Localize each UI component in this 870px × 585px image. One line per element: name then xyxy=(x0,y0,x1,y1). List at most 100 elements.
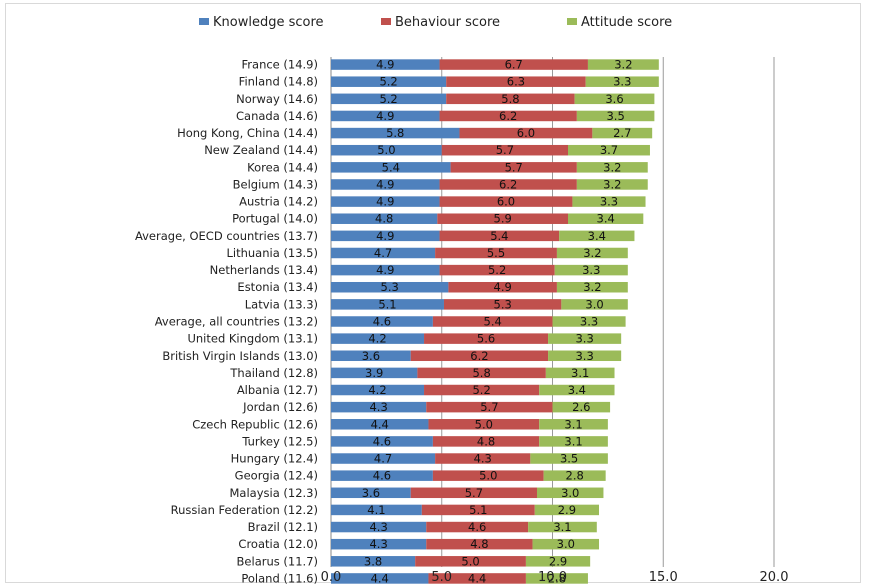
legend-swatch xyxy=(199,18,209,25)
bar-segment-behaviour xyxy=(421,504,535,516)
category-label: Malaysia (12.3) xyxy=(230,486,319,500)
data-label: 3.3 xyxy=(613,75,631,89)
bar-segment-behaviour xyxy=(439,230,560,242)
data-label: 3.0 xyxy=(585,297,603,311)
data-label: 3.3 xyxy=(580,315,598,329)
bar-segment-attitude xyxy=(530,453,608,464)
bar-segment-attitude xyxy=(528,521,597,533)
bar-segment-knowledge xyxy=(331,521,427,533)
bar-segment-knowledge xyxy=(331,504,422,516)
bar-segment-knowledge xyxy=(331,538,427,550)
legend-label: Attitude score xyxy=(581,15,672,30)
bar-segment-attitude xyxy=(574,93,655,105)
category-label: Belgium (14.3) xyxy=(233,177,318,191)
bar-segment-knowledge xyxy=(331,59,440,70)
x-tick-label: 5.0 xyxy=(431,570,452,585)
data-label: 3.3 xyxy=(575,349,593,363)
data-label: 4.3 xyxy=(369,520,387,534)
bar-segment-behaviour xyxy=(439,179,577,190)
bar-segment-knowledge xyxy=(331,350,411,362)
data-label: 5.3 xyxy=(381,280,399,294)
bar-segment-attitude xyxy=(539,436,608,447)
bar-segment-knowledge xyxy=(331,127,460,139)
bar-segment-attitude xyxy=(576,179,648,190)
bar-segment-attitude xyxy=(539,419,608,430)
data-label: 4.8 xyxy=(375,212,393,226)
data-label: 3.0 xyxy=(557,537,575,551)
category-label: Norway (14.6) xyxy=(236,92,318,106)
data-label: 4.9 xyxy=(376,109,394,123)
category-label: Estonia (13.4) xyxy=(237,280,318,294)
data-label: 3.7 xyxy=(600,143,618,157)
bar-segment-knowledge xyxy=(331,367,418,379)
data-label: 3.5 xyxy=(560,452,578,466)
bar-segment-knowledge xyxy=(331,110,440,122)
bar-segment-behaviour xyxy=(410,350,549,362)
x-tick-label: 15.0 xyxy=(649,570,678,585)
data-label: 4.3 xyxy=(474,452,492,466)
bar-segment-behaviour xyxy=(439,110,577,122)
bar-segment-attitude xyxy=(552,401,611,413)
bar-segment-knowledge xyxy=(331,333,425,344)
bar-segment-attitude xyxy=(543,470,606,481)
bar-segment-attitude xyxy=(525,556,591,567)
data-label: 5.2 xyxy=(379,75,397,89)
data-label: 4.7 xyxy=(374,452,392,466)
bar-segment-behaviour xyxy=(439,196,573,207)
data-label: 5.1 xyxy=(378,297,396,311)
bar-segment-attitude xyxy=(559,230,635,242)
bar-segment-knowledge xyxy=(331,247,436,259)
x-tick-label: 0.0 xyxy=(321,570,342,585)
bar-segment-attitude xyxy=(576,110,655,122)
bar-segment-knowledge xyxy=(331,419,429,430)
data-label: 5.0 xyxy=(479,469,497,483)
bar-segment-knowledge xyxy=(331,93,447,105)
bar-segment-attitude xyxy=(568,144,650,156)
category-label: Finland (14.8) xyxy=(239,75,318,89)
bar-segment-attitude xyxy=(545,367,615,379)
bar-segment-knowledge xyxy=(331,281,449,293)
category-label: Korea (14.4) xyxy=(247,160,318,174)
bar-segment-knowledge xyxy=(331,144,442,156)
bar-segment-knowledge xyxy=(331,487,411,499)
bar-segment-knowledge xyxy=(331,213,438,224)
bar-segment-behaviour xyxy=(435,453,531,464)
data-label: 4.7 xyxy=(374,246,392,260)
bar-segment-knowledge xyxy=(331,299,444,310)
data-label: 4.8 xyxy=(477,434,495,448)
data-label: 5.8 xyxy=(501,92,519,106)
bar-segment-knowledge xyxy=(331,401,427,413)
bar-segment-knowledge xyxy=(331,264,440,276)
data-label: 5.2 xyxy=(488,263,506,277)
data-label: 3.2 xyxy=(583,280,601,294)
category-label: Croatia (12.0) xyxy=(238,537,318,551)
category-label: Netherlands (13.4) xyxy=(210,263,318,277)
data-label: 5.4 xyxy=(382,160,400,174)
bar-segment-behaviour xyxy=(432,316,553,327)
bar-segment-attitude xyxy=(556,281,628,293)
category-label: Canada (14.6) xyxy=(236,109,318,123)
bar-segment-attitude xyxy=(534,504,600,516)
category-label: Average, all countries (13.2) xyxy=(155,315,318,329)
data-label: 3.3 xyxy=(575,332,593,346)
data-label: 5.0 xyxy=(377,143,395,157)
data-label: 5.5 xyxy=(487,246,505,260)
bar-segment-attitude xyxy=(525,573,588,584)
bar-segment-knowledge xyxy=(331,76,447,87)
category-label: Jordan (12.6) xyxy=(242,400,318,414)
bar-segment-behaviour xyxy=(428,573,526,584)
bar-segment-behaviour xyxy=(428,419,540,430)
legend-swatch xyxy=(567,18,577,25)
bar-segment-attitude xyxy=(556,247,628,259)
bar-segment-behaviour xyxy=(426,538,533,550)
bars: 4.9 6.7 3.2 5.2 6.3 3.3 5.2 5.8 3.6 4.9 6.2 3.5 5.8 6… xyxy=(331,58,659,585)
category-label: Poland (11.6) xyxy=(241,571,318,585)
category-label: Hungary (12.4) xyxy=(231,452,318,466)
bar-segment-behaviour xyxy=(432,436,540,447)
data-label: 5.4 xyxy=(490,229,508,243)
bar-segment-behaviour xyxy=(448,281,557,293)
bar-segment-attitude xyxy=(548,350,622,362)
bar-segment-behaviour xyxy=(443,299,562,310)
bar-segment-behaviour xyxy=(439,264,555,276)
